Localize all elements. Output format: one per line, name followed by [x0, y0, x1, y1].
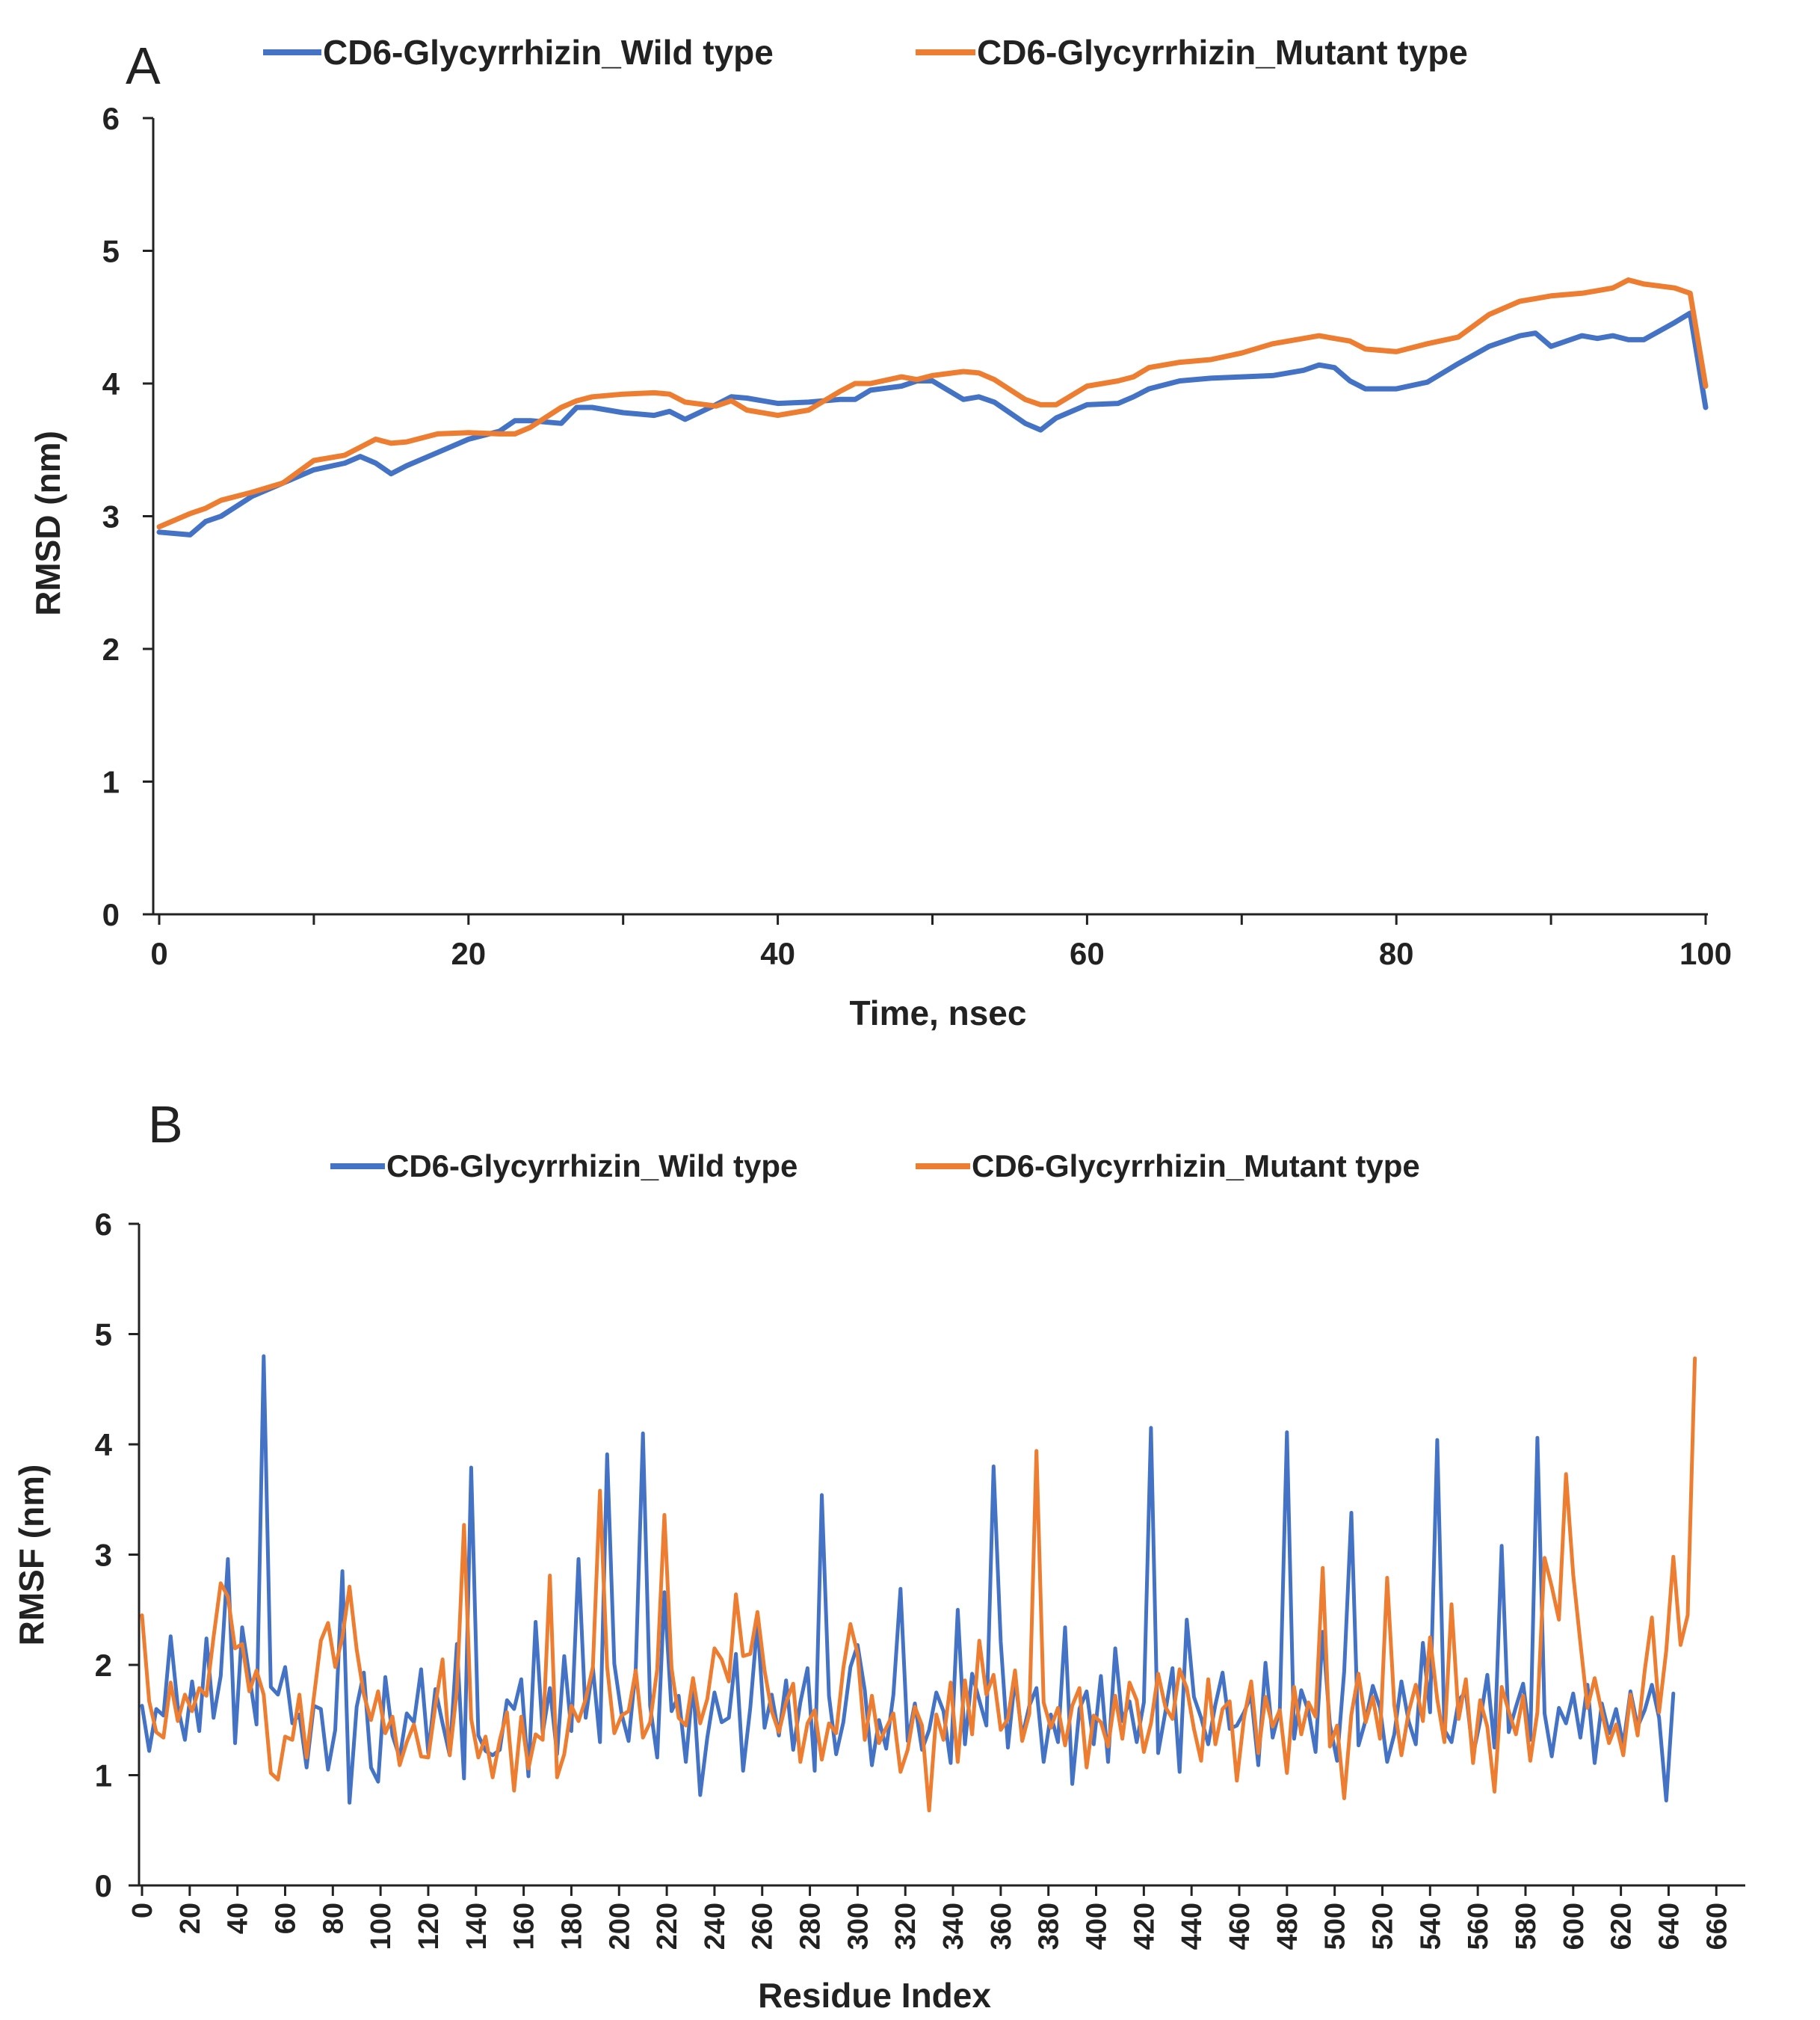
panel-b-legend-label-mutant: CD6-Glycyrrhizin_Mutant type — [972, 1148, 1420, 1183]
panel-b-x-ticks: 0 20 40 60 80 100 120 140 160 180 200 220 240 260 280 3… — [127, 1885, 1733, 1950]
panel-b-x-tick-label: 100 — [365, 1903, 397, 1950]
panel-b-x-tick-label: 400 — [1082, 1903, 1113, 1950]
panel-a-series-wild-type-line — [156, 310, 1709, 538]
panel-a-y-tick-label: 2 — [102, 632, 120, 667]
panel-a-y-tick-label: 6 — [102, 101, 120, 136]
panel-b-x-tick-label: 480 — [1272, 1903, 1304, 1950]
panel-b-x-tick-label: 140 — [461, 1903, 493, 1950]
panel-a-y-axis-title: RMSD (nm) — [28, 431, 67, 616]
panel-b-rmsf-chart: B CD6-Glycyrrhizin_Wild type CD6-Glycyrr… — [12, 1095, 1745, 2015]
panel-b-x-tick-label: 240 — [700, 1903, 731, 1950]
panel-b-x-tick-label: 220 — [652, 1903, 683, 1950]
panel-b-x-tick-label: 260 — [747, 1903, 779, 1950]
panel-a-x-tick-label: 100 — [1679, 936, 1732, 971]
panel-b-y-tick-label: 3 — [95, 1538, 112, 1573]
panel-b-y-tick-label: 2 — [95, 1648, 112, 1683]
panel-a-y-tick-label: 0 — [102, 897, 120, 932]
panel-b-x-tick-label: 560 — [1463, 1903, 1494, 1950]
panel-b-x-axis-title: Residue Index — [758, 1976, 991, 2015]
panel-b-x-tick-label: 520 — [1367, 1903, 1398, 1950]
panel-b-x-tick-label: 380 — [1034, 1903, 1065, 1950]
panel-a-y-tick-label: 1 — [102, 765, 120, 800]
panel-b-x-tick-label: 540 — [1415, 1903, 1446, 1950]
panel-b-y-tick-label: 1 — [95, 1758, 112, 1793]
panel-b-series-mutant-type-line — [140, 1356, 1697, 1813]
panel-b-y-tick-label: 4 — [95, 1427, 113, 1462]
panel-b-x-tick-label: 420 — [1129, 1903, 1160, 1950]
panel-a-series-group — [156, 277, 1709, 538]
panel-b-y-axis-title: RMSF (nm) — [12, 1465, 51, 1646]
panel-a-legend-label-mutant: CD6-Glycyrrhizin_Mutant type — [977, 33, 1468, 72]
panel-b-x-tick-label: 660 — [1701, 1903, 1733, 1950]
panel-b-x-tick-label: 640 — [1653, 1903, 1685, 1950]
panel-b-y-tick-label: 5 — [95, 1317, 112, 1352]
panel-a-legend-label-wild: CD6-Glycyrrhizin_Wild type — [323, 33, 774, 72]
panel-b-legend-label-wild: CD6-Glycyrrhizin_Wild type — [386, 1148, 798, 1183]
panel-a-legend: CD6-Glycyrrhizin_Wild type CD6-Glycyrrhi… — [263, 33, 1468, 72]
panel-a-x-ticks: 0 20 40 60 80 100 — [150, 914, 1732, 971]
panel-b-x-tick-label: 20 — [175, 1903, 206, 1934]
panel-a-x-axis-title: Time, nsec — [850, 994, 1027, 1032]
panel-b-x-tick-label: 320 — [890, 1903, 922, 1950]
panel-a-y-tick-label: 4 — [102, 366, 120, 401]
panel-a-x-tick-label: 60 — [1070, 936, 1105, 971]
panel-b-x-tick-label: 580 — [1511, 1903, 1542, 1950]
panel-b-letter: B — [148, 1095, 183, 1154]
panel-a-y-tick-label: 3 — [102, 499, 120, 535]
panel-a-rmsd-chart: A CD6-Glycyrrhizin_Wild type CD6-Glycyrr… — [28, 33, 1732, 1032]
panel-b-x-tick-label: 500 — [1320, 1903, 1351, 1950]
panel-b-y-tick-label: 6 — [95, 1207, 112, 1242]
panel-a-y-ticks: 0 1 2 3 4 5 6 — [102, 101, 153, 932]
panel-b-x-tick-label: 300 — [842, 1903, 874, 1950]
panel-a-x-tick-label: 80 — [1379, 936, 1414, 971]
panel-b-x-tick-label: 60 — [270, 1903, 301, 1934]
panel-b-x-tick-label: 80 — [318, 1903, 349, 1934]
panel-a-x-tick-label: 0 — [150, 936, 167, 971]
panel-b-x-tick-label: 460 — [1224, 1903, 1256, 1950]
panel-a-letter: A — [126, 37, 161, 95]
panel-b-y-tick-label: 0 — [95, 1868, 112, 1903]
panel-b-x-tick-label: 180 — [556, 1903, 587, 1950]
panel-a-y-tick-label: 5 — [102, 234, 120, 269]
panel-b-y-ticks: 0 1 2 3 4 5 6 — [95, 1207, 139, 1903]
panel-b-series-group — [140, 1354, 1697, 1813]
panel-b-x-tick-label: 440 — [1176, 1903, 1208, 1950]
panel-b-x-tick-label: 160 — [509, 1903, 540, 1950]
panel-b-x-tick-label: 360 — [986, 1903, 1017, 1950]
panel-a-x-tick-label: 40 — [760, 936, 795, 971]
panel-b-x-tick-label: 280 — [795, 1903, 827, 1950]
panel-b-legend: CD6-Glycyrrhizin_Wild type CD6-Glycyrrhi… — [330, 1148, 1420, 1183]
panel-b-x-tick-label: 340 — [938, 1903, 969, 1950]
panel-b-x-tick-label: 40 — [223, 1903, 254, 1934]
panel-b-x-tick-label: 120 — [413, 1903, 445, 1950]
panel-b-x-tick-label: 200 — [604, 1903, 635, 1950]
panel-b-x-tick-label: 0 — [127, 1903, 158, 1918]
panel-b-x-tick-label: 620 — [1606, 1903, 1638, 1950]
panel-a-x-tick-label: 20 — [451, 936, 486, 971]
panel-b-x-tick-label: 600 — [1558, 1903, 1590, 1950]
panel-a-series-mutant-type-line — [156, 277, 1709, 530]
